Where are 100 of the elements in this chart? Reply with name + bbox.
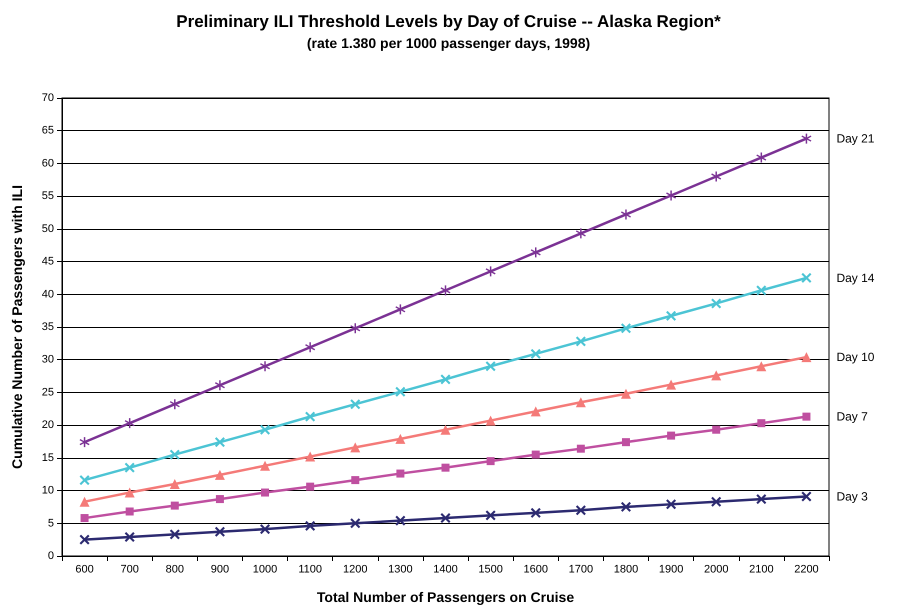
point xyxy=(486,416,496,426)
x-tick-label: 1900 xyxy=(658,564,684,576)
point xyxy=(530,406,541,416)
point xyxy=(486,361,496,372)
point xyxy=(396,470,404,478)
point xyxy=(711,370,722,380)
point xyxy=(530,508,541,518)
point xyxy=(711,172,722,182)
point xyxy=(305,452,316,462)
point xyxy=(170,399,180,410)
point xyxy=(260,424,270,435)
point xyxy=(801,134,812,144)
point xyxy=(261,488,270,497)
y-tick-label: 0 xyxy=(48,550,54,562)
point xyxy=(756,494,766,504)
x-tick-label: 1500 xyxy=(478,564,503,576)
point xyxy=(124,418,135,428)
point xyxy=(260,361,270,372)
point xyxy=(801,491,812,502)
x-tick-label: 600 xyxy=(75,564,94,576)
y-tick-label: 15 xyxy=(42,452,54,464)
x-tick-label: 1300 xyxy=(388,564,413,576)
point xyxy=(756,285,766,296)
y-tick-label: 50 xyxy=(42,222,54,235)
chart-title: Preliminary ILI Threshold Levels by Day of Cruise -- Alaska Region* xyxy=(176,12,722,31)
x-tick-label: 1400 xyxy=(433,564,458,576)
point xyxy=(214,470,225,480)
point xyxy=(530,247,541,258)
point xyxy=(260,460,270,471)
point xyxy=(622,438,630,446)
y-tick-label: 65 xyxy=(42,124,54,137)
point xyxy=(620,502,631,512)
point xyxy=(620,209,631,220)
y-tick-label: 45 xyxy=(42,256,54,268)
point xyxy=(170,479,180,490)
point xyxy=(576,397,586,408)
text: Day 10 xyxy=(836,350,875,364)
x-tick-label: 700 xyxy=(120,564,139,576)
y-tick-label: 5 xyxy=(48,517,54,530)
point xyxy=(395,434,406,444)
x-tick-label: 800 xyxy=(166,564,184,576)
y-tick-label: 60 xyxy=(42,157,54,170)
point xyxy=(170,529,180,540)
point xyxy=(666,499,676,510)
point xyxy=(305,412,316,422)
point xyxy=(214,526,225,537)
point xyxy=(712,426,720,434)
point xyxy=(395,386,406,397)
y-tick-label: 30 xyxy=(42,354,54,366)
point xyxy=(576,444,585,453)
point xyxy=(306,482,314,491)
point xyxy=(666,310,676,321)
point xyxy=(756,361,766,372)
point xyxy=(305,342,316,352)
point xyxy=(80,514,89,522)
point xyxy=(395,516,406,526)
point xyxy=(576,336,586,346)
x-tick-label: 2000 xyxy=(704,564,728,576)
point xyxy=(711,496,722,507)
point xyxy=(214,437,225,448)
chart-subtitle: (rate 1.380 per 1000 passenger days, 1998) xyxy=(306,35,590,51)
point xyxy=(124,488,135,498)
point xyxy=(801,272,812,283)
point xyxy=(350,323,360,334)
point xyxy=(486,457,495,466)
point xyxy=(170,450,180,460)
point xyxy=(395,304,406,314)
point xyxy=(80,437,90,448)
x-tick-label: 1100 xyxy=(298,564,322,576)
point xyxy=(305,520,316,531)
y-axis-title: Cumulative Number of Passengers with ILI xyxy=(9,185,25,469)
point xyxy=(440,513,450,524)
point xyxy=(532,450,540,459)
point xyxy=(440,374,450,384)
point xyxy=(802,412,810,421)
x-tick-label: 2200 xyxy=(794,564,819,576)
point xyxy=(711,298,722,308)
point xyxy=(260,524,270,534)
point xyxy=(80,496,90,507)
point xyxy=(576,228,586,238)
point xyxy=(486,510,496,520)
point xyxy=(666,190,676,200)
text: Day 21 xyxy=(836,132,875,146)
x-axis-title: Total Number of Passengers on Cruise xyxy=(316,589,574,605)
point xyxy=(756,152,766,163)
point xyxy=(530,348,541,359)
point xyxy=(576,505,586,516)
point xyxy=(350,442,360,452)
y-tick-label: 70 xyxy=(42,92,54,104)
text: Day 3 xyxy=(836,489,868,504)
point xyxy=(124,462,135,473)
point xyxy=(214,380,225,390)
point xyxy=(442,464,450,472)
point xyxy=(801,352,812,362)
x-tick-label: 1800 xyxy=(614,564,638,576)
y-tick-label: 20 xyxy=(42,419,54,432)
point xyxy=(124,532,135,542)
x-tick-label: 900 xyxy=(210,564,230,576)
x-tick-label: 1700 xyxy=(568,564,594,576)
point xyxy=(620,323,631,334)
